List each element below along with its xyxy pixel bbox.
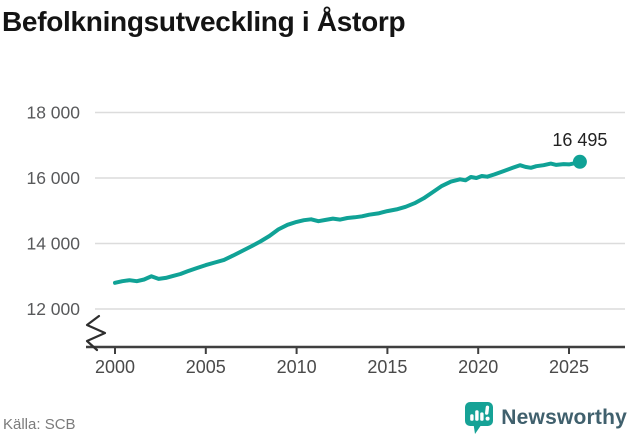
- newsworthy-wordmark: Newsworthy: [501, 406, 627, 429]
- newsworthy-chart-bubble-icon: [465, 402, 494, 434]
- y-tick-label: 18 000: [26, 103, 80, 123]
- exclamation-dot: [485, 416, 490, 421]
- y-tick-label: 14 000: [26, 234, 80, 254]
- endpoint-value-label: 16 495: [552, 130, 607, 150]
- population-series-line: [113, 159, 582, 285]
- x-tick-label: 2020: [458, 357, 498, 377]
- newsworthy-logo[interactable]: Newsworthy: [463, 401, 627, 435]
- y-tick-label: 16 000: [26, 168, 80, 188]
- bar-medium: [480, 412, 484, 421]
- bar-short: [470, 414, 474, 421]
- axis-break-icon: [85, 314, 107, 352]
- x-tick-label: 2000: [95, 357, 135, 377]
- x-tick-label: 2025: [549, 357, 589, 377]
- chart-title: Befolkningsutveckling i Åstorp: [2, 6, 406, 37]
- population-line-chart: 18 000 16 000 14 000 12 000 2000 2005 2010 2015…: [26, 103, 625, 377]
- bar-tall: [475, 410, 479, 421]
- source-label: Källa: SCB: [3, 416, 76, 433]
- y-tick-label: 12 000: [26, 299, 80, 319]
- exclamation-stem: [485, 405, 490, 415]
- x-tick-label: 2015: [367, 357, 407, 377]
- x-tick-label: 2010: [277, 357, 317, 377]
- series-endpoint-dot: [572, 154, 587, 169]
- x-tick-label: 2005: [186, 357, 226, 377]
